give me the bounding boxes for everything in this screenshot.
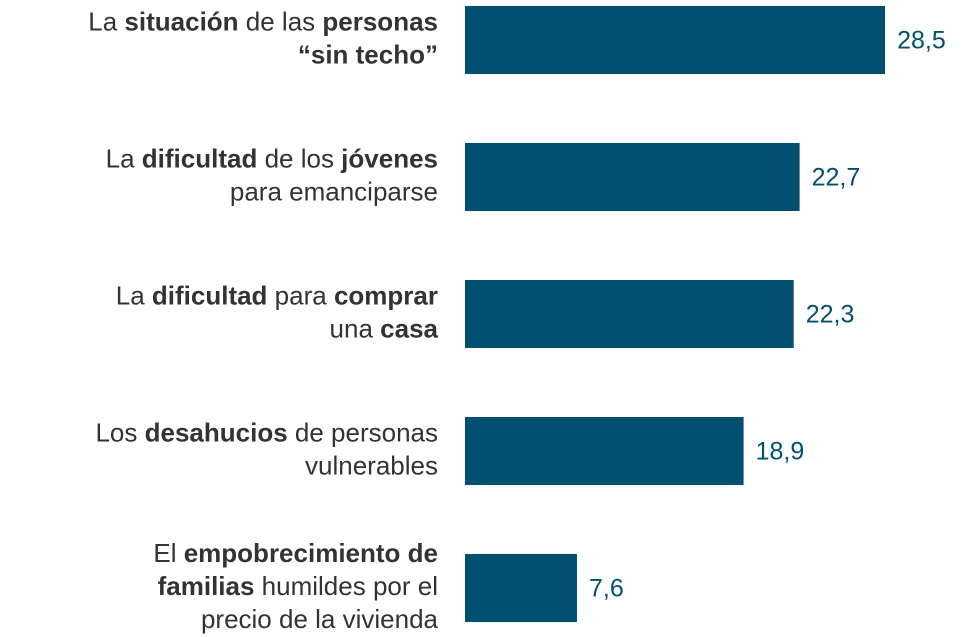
- label-run: Los: [95, 417, 144, 447]
- category-label: La dificultad para comprar: [116, 280, 438, 310]
- label-run: de las: [239, 6, 323, 36]
- category-label: La situación de las personas: [88, 6, 438, 36]
- label-run: dificultad: [142, 143, 258, 173]
- value-label: 22,7: [812, 164, 861, 192]
- bar: [465, 6, 886, 74]
- label-run: “sin techo”: [298, 39, 438, 69]
- category-label: “sin techo”: [298, 39, 438, 69]
- category-label: precio de la vivienda: [201, 604, 439, 634]
- bar: [465, 417, 744, 485]
- bar: [465, 143, 800, 211]
- label-run: de personas: [288, 417, 438, 447]
- label-run: familias: [158, 571, 255, 601]
- label-run: personas: [322, 6, 438, 36]
- category-label: Los desahucios de personas: [95, 417, 438, 447]
- label-run: vulnerables: [305, 450, 438, 480]
- label-run: La: [106, 143, 142, 173]
- category-label: vulnerables: [305, 450, 438, 480]
- bar: [465, 280, 794, 348]
- value-label: 22,3: [806, 301, 855, 329]
- label-run: jóvenes: [340, 143, 438, 173]
- label-run: de los: [257, 143, 341, 173]
- label-run: La: [88, 6, 124, 36]
- label-run: dificultad: [152, 280, 268, 310]
- label-run: El: [153, 538, 183, 568]
- label-run: comprar: [334, 280, 438, 310]
- category-label: La dificultad de los jóvenes: [106, 143, 438, 173]
- label-run: para emanciparse: [230, 176, 438, 206]
- label-run: precio de la vivienda: [201, 604, 439, 634]
- label-run: empobrecimiento de: [184, 538, 438, 568]
- category-label: una casa: [330, 313, 439, 343]
- label-run: situación: [124, 6, 238, 36]
- bar: [465, 554, 578, 622]
- label-run: para: [267, 280, 334, 310]
- label-run: humildes por el: [254, 571, 438, 601]
- label-run: una: [330, 313, 381, 343]
- category-label: familias humildes por el: [158, 571, 438, 601]
- label-run: casa: [380, 313, 438, 343]
- label-run: La: [116, 280, 152, 310]
- value-label: 28,5: [897, 27, 946, 55]
- value-label: 7,6: [589, 575, 624, 603]
- label-run: desahucios: [145, 417, 288, 447]
- category-label: El empobrecimiento de: [153, 538, 438, 568]
- value-label: 18,9: [756, 438, 805, 466]
- category-label: para emanciparse: [230, 176, 438, 206]
